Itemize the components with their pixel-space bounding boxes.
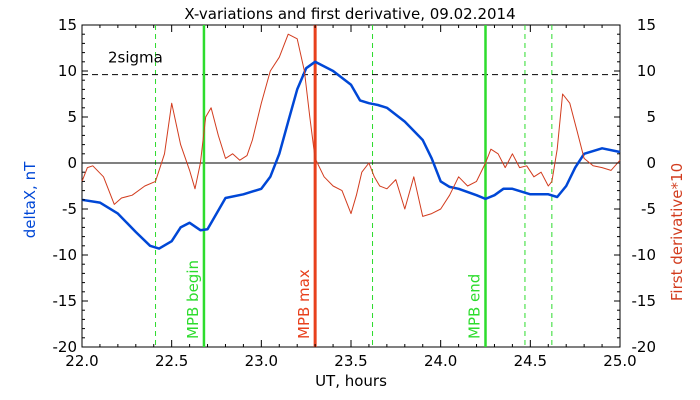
- y-tick-label-right-1: 10: [637, 62, 656, 80]
- y-tick-label-left-4: -5: [62, 200, 77, 218]
- marker-label-0: MPB begin: [184, 260, 202, 339]
- x-tick-label-4: 24.0: [424, 352, 457, 370]
- y-tick-label-right-2: 5: [646, 108, 656, 126]
- y-tick-label-right-6: -15: [632, 292, 657, 310]
- y-tick-label-left-3: 0: [67, 154, 77, 172]
- y-axis-label-right: First derivative*10: [668, 163, 686, 301]
- y-tick-label-left-6: -15: [53, 292, 78, 310]
- marker-layer: [82, 25, 620, 347]
- line-layer: [81, 33, 621, 250]
- annotation-layer: 2sigma MPB begin MPB max MPB end: [108, 49, 484, 339]
- y-tick-label-left-1: 10: [58, 62, 77, 80]
- x-axis-label: UT, hours: [315, 372, 387, 390]
- chart-title: X-variations and first derivative, 09.02…: [184, 5, 515, 23]
- x-tick-label-1: 22.5: [155, 352, 188, 370]
- y-tick-label-left-5: -10: [53, 246, 78, 264]
- y-tick-label-left-2: 5: [67, 108, 77, 126]
- y-tick-label-right-3: 0: [646, 154, 656, 172]
- series-line-first-derivative-10: [81, 33, 621, 217]
- marker-label-2: MPB end: [466, 274, 484, 339]
- y-axis-label-left: deltaX, nT: [21, 161, 39, 238]
- x-tick-label-2: 23.0: [245, 352, 278, 370]
- x-tick-label-3: 23.5: [334, 352, 367, 370]
- y-tick-label-left-7: -20: [53, 338, 78, 356]
- x-tick-label-6: 25.0: [603, 352, 636, 370]
- series-line-deltax: [81, 60, 621, 250]
- marker-label-1: MPB max: [295, 269, 313, 339]
- x-tick-label-5: 24.5: [514, 352, 547, 370]
- x-tick-label-0: 22.0: [65, 352, 98, 370]
- y-tick-label-right-7: -20: [632, 338, 657, 356]
- y-tick-label-right-5: -10: [632, 246, 657, 264]
- plot-frame: [81, 24, 621, 348]
- y-tick-label-right-0: 15: [637, 16, 656, 34]
- y-tick-label-right-4: -5: [641, 200, 656, 218]
- threshold-label: 2sigma: [108, 49, 163, 67]
- y-tick-label-left-0: 15: [58, 16, 77, 34]
